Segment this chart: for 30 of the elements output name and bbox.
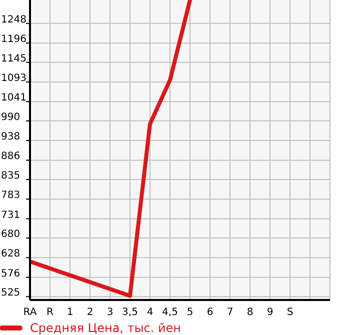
y-tick-label: 1248 bbox=[1, 14, 26, 26]
y-tick-label: 990 bbox=[1, 112, 20, 123]
y-tick-label: 1145 bbox=[1, 53, 26, 64]
y-tick-label: 628 bbox=[1, 248, 20, 260]
x-tick-label: 7 bbox=[226, 307, 234, 318]
y-tick-label: 576 bbox=[1, 268, 20, 280]
y-tick-label: 680 bbox=[1, 229, 20, 240]
x-tick-label: 2 bbox=[86, 307, 94, 318]
y-tick-label: 886 bbox=[1, 151, 20, 162]
y-tick-label: 938 bbox=[1, 132, 20, 143]
x-tick-label: R bbox=[46, 307, 54, 318]
x-tick-label: 3 bbox=[106, 307, 114, 318]
y-tick-label: 525 bbox=[1, 288, 20, 299]
y-tick-label: 1041 bbox=[1, 92, 26, 104]
x-tick-label: 8 bbox=[246, 307, 254, 318]
legend-label: Средняя Цена, тыс. йен bbox=[30, 321, 182, 335]
x-tick-label: 6 bbox=[206, 307, 214, 318]
x-tick-label: 4,5 bbox=[162, 307, 178, 318]
x-tick-label: RA bbox=[23, 307, 37, 318]
x-tick-label: 5 bbox=[186, 307, 194, 318]
x-tick-label: 4 bbox=[146, 307, 154, 318]
x-tick-label: 1 bbox=[66, 307, 74, 318]
y-tick-label: 783 bbox=[1, 190, 20, 202]
x-tick-label: 9 bbox=[266, 307, 274, 318]
y-tick-label: 1196 bbox=[1, 34, 26, 46]
x-tick-label: S bbox=[286, 307, 294, 318]
y-tick-label: 1093 bbox=[1, 72, 26, 84]
y-tick-label: 731 bbox=[1, 210, 20, 221]
x-tick-label: 3,5 bbox=[122, 307, 138, 318]
y-tick-label: 835 bbox=[1, 170, 20, 182]
